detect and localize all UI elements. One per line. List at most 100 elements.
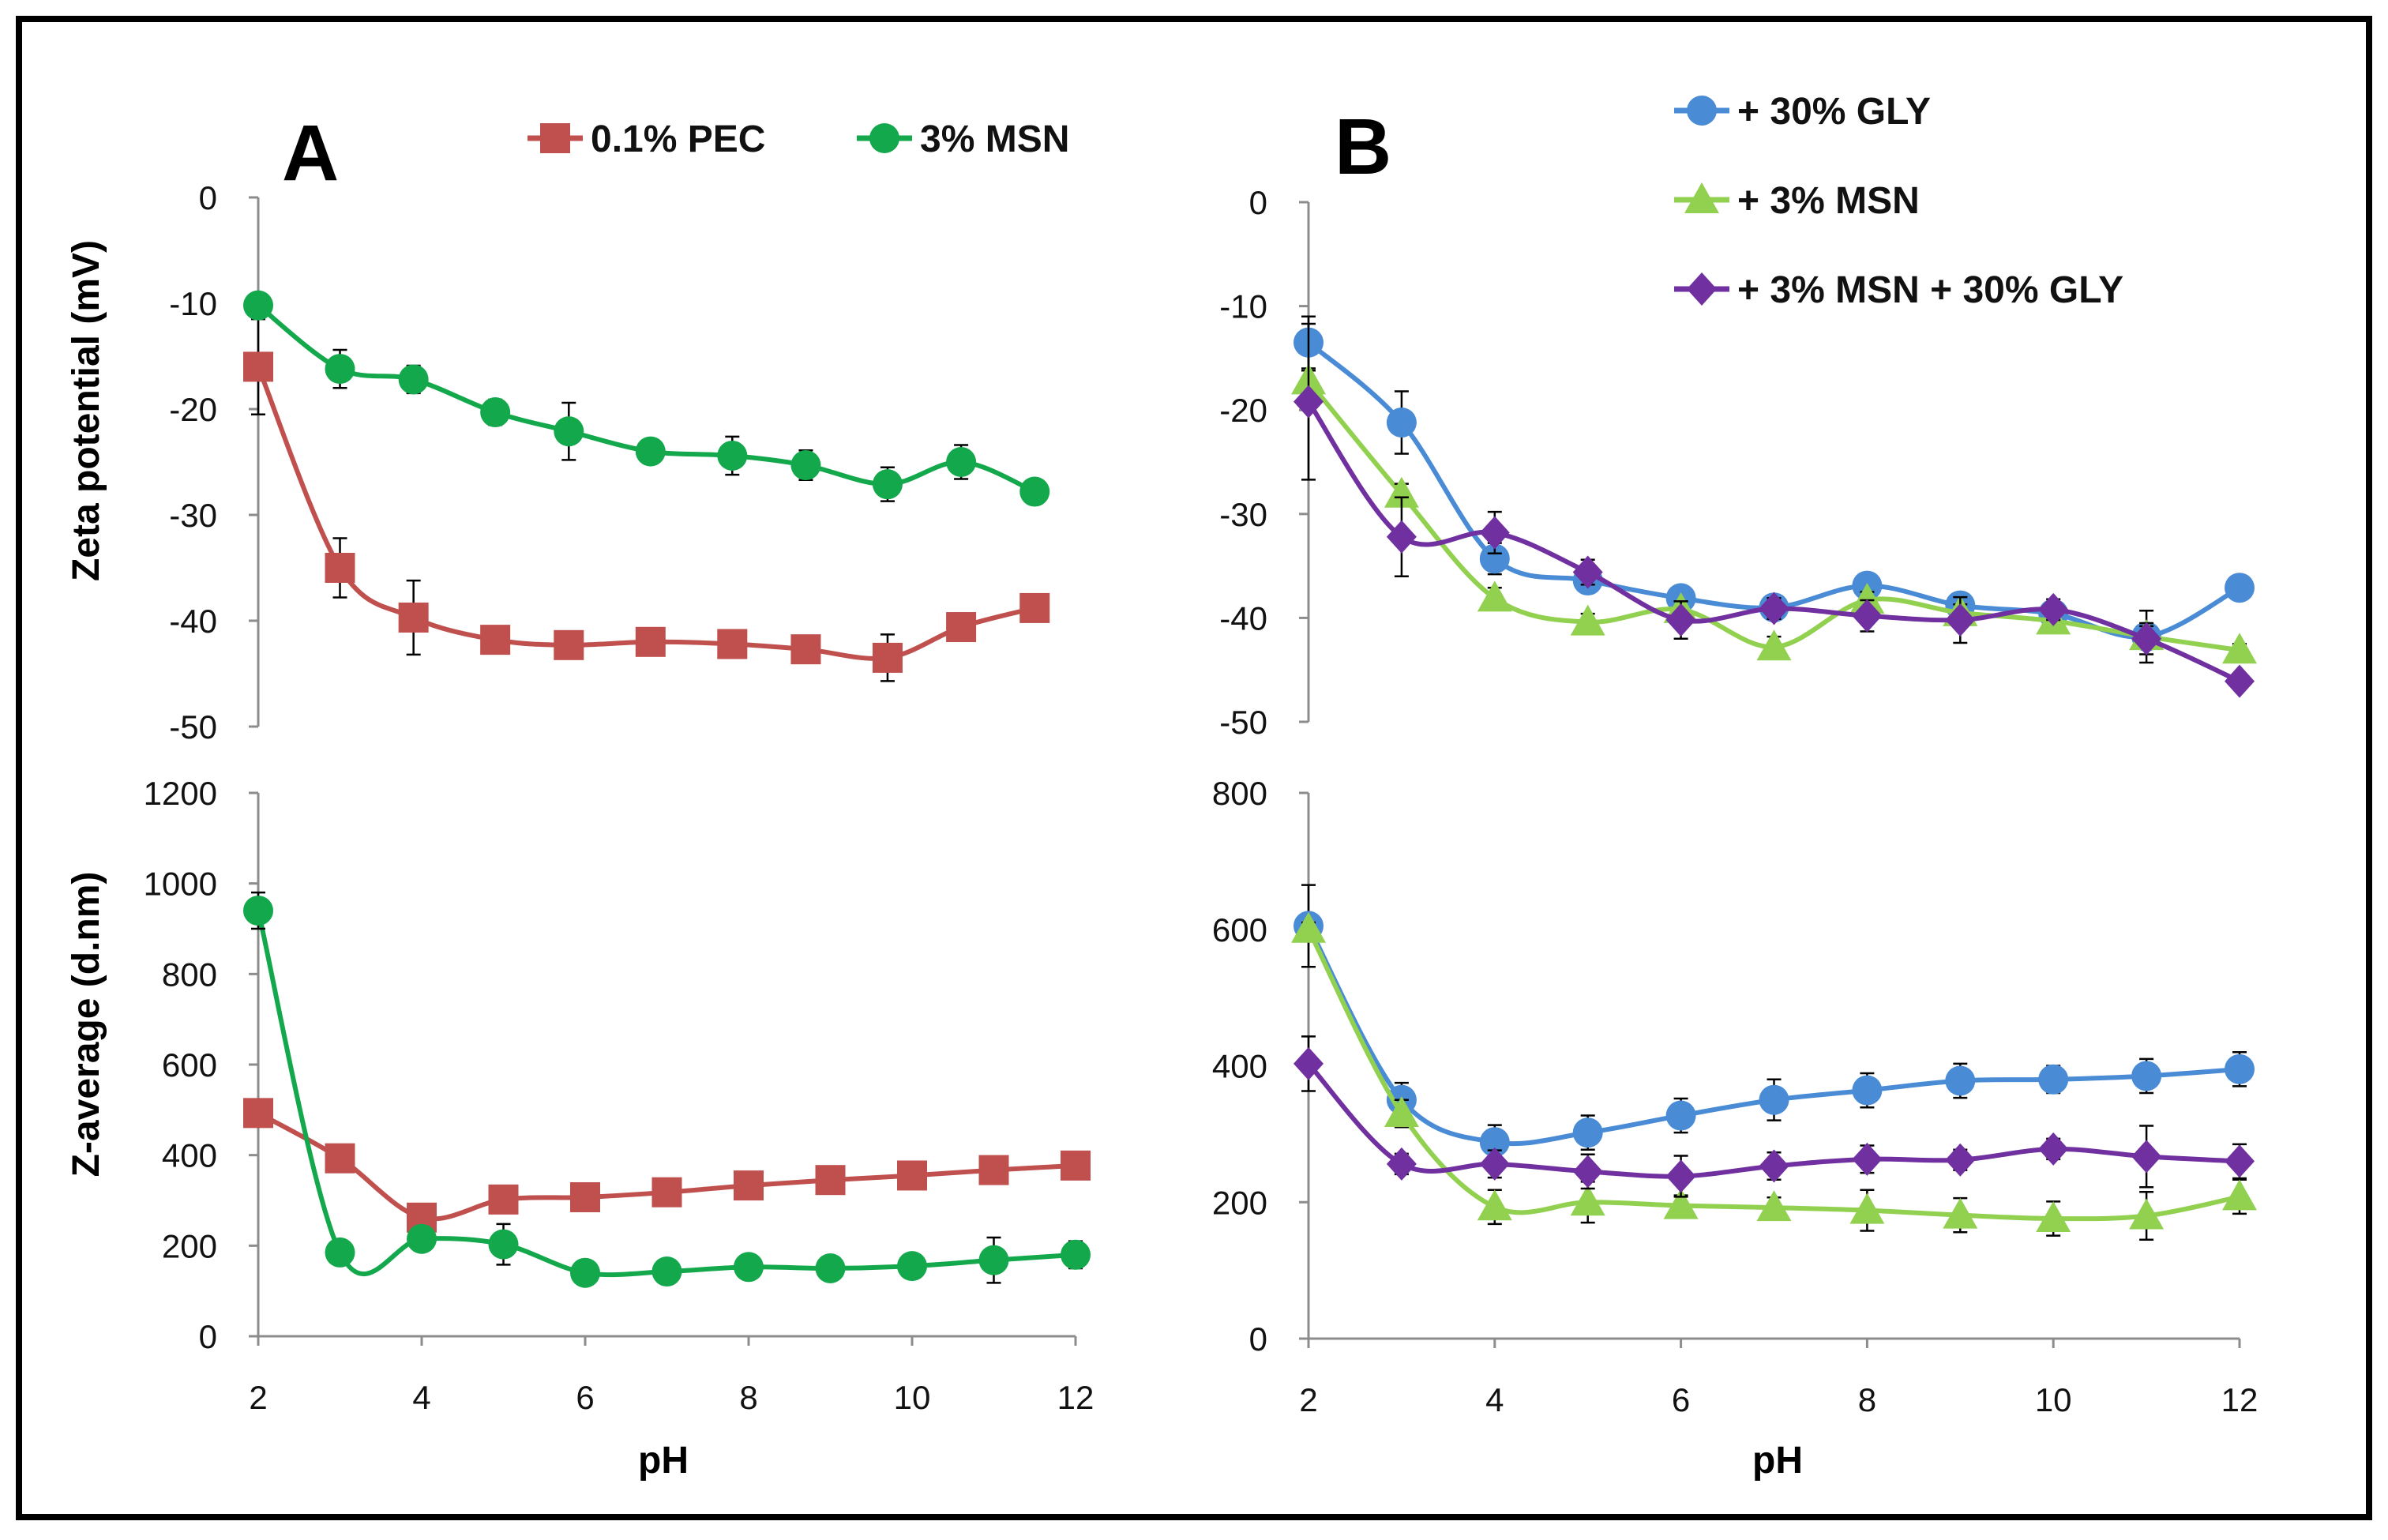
data-point — [1386, 407, 1417, 438]
data-point — [1479, 516, 1510, 550]
data-point — [946, 612, 977, 643]
x-tick-label: 10 — [2035, 1381, 2072, 1418]
y-tick-label: -50 — [169, 708, 217, 746]
y-tick-label: 600 — [1212, 911, 1267, 948]
data-point — [407, 1223, 437, 1254]
data-point — [1572, 1155, 1603, 1189]
data-point — [815, 1253, 846, 1283]
legend-marker — [540, 123, 570, 153]
data-point — [2131, 1061, 2162, 1091]
y-tick-label: 200 — [1212, 1184, 1267, 1221]
data-point — [480, 397, 511, 428]
series-0.1% PEC — [243, 317, 1050, 682]
y-tick-label: 400 — [1212, 1048, 1267, 1085]
data-point — [897, 1160, 927, 1191]
data-point — [243, 351, 273, 382]
legend-marker — [1684, 182, 1719, 213]
data-point — [734, 1252, 764, 1283]
y-tick-label: 800 — [1212, 775, 1267, 812]
data-point — [1572, 555, 1603, 589]
data-point — [570, 1181, 600, 1212]
data-point — [1756, 629, 1792, 661]
data-point — [1852, 599, 1883, 633]
y-tick-label: 0 — [199, 1318, 217, 1355]
y-tick-label: 600 — [162, 1046, 217, 1084]
y-tick-label: -10 — [169, 285, 217, 322]
data-point — [1665, 1159, 1696, 1193]
data-point — [325, 1237, 355, 1268]
x-axis-title-a: pH — [638, 1440, 689, 1482]
plot-A-zavg: 0 200 400 600 800 1000 1200 2 4 6 8 10 12 — [144, 775, 1094, 1416]
series-line — [1306, 400, 2241, 684]
data-point — [2036, 1200, 2071, 1232]
data-point — [1756, 1190, 1792, 1222]
y-tick-label: -30 — [1219, 496, 1267, 533]
data-point — [2225, 573, 2255, 603]
x-tick-label: 8 — [739, 1379, 757, 1416]
legend-label: + 3% MSN — [1737, 180, 1920, 222]
y-tick-label: 0 — [199, 179, 217, 216]
data-point — [1943, 1197, 1978, 1229]
data-point — [1663, 1188, 1699, 1219]
data-point — [2038, 1064, 2069, 1095]
data-point — [1386, 1147, 1417, 1181]
x-tick-label: 4 — [1485, 1381, 1504, 1418]
data-point — [1061, 1239, 1091, 1270]
x-axis-title-b: pH — [1752, 1440, 1803, 1482]
data-point — [1386, 520, 1417, 554]
data-point — [1849, 583, 1885, 614]
y-tick-label: 1200 — [144, 775, 217, 812]
data-point — [790, 634, 821, 665]
data-point — [554, 629, 584, 660]
data-point — [398, 364, 429, 395]
y-tick-label: 800 — [162, 956, 217, 993]
series-3% MSN — [243, 290, 1050, 507]
series-+ 3% MSN + 30% GLY — [1294, 322, 2255, 698]
data-point — [570, 1257, 600, 1288]
data-point — [1759, 1084, 1789, 1115]
legend-marker — [869, 123, 899, 153]
data-point — [946, 447, 977, 477]
data-point — [717, 629, 748, 659]
data-point — [978, 1155, 1009, 1185]
y-tick-label: -20 — [169, 391, 217, 428]
x-tick-label: 12 — [2221, 1381, 2258, 1418]
x-tick-label: 2 — [249, 1379, 267, 1416]
legends-layer: 0.1% PEC 3% MSN + 30% GLY + 3% MSN + 3% MSN … — [528, 91, 2123, 311]
data-point — [1759, 592, 1789, 625]
data-point — [1570, 1185, 1605, 1216]
data-point — [1852, 1075, 1883, 1106]
data-point — [398, 602, 429, 633]
data-point — [325, 1143, 355, 1174]
x-tick-label: 12 — [1057, 1379, 1094, 1416]
x-tick-label: 2 — [1299, 1381, 1317, 1418]
data-point — [243, 896, 273, 926]
legend-label: 0.1% PEC — [591, 118, 765, 160]
data-point — [1294, 1046, 1324, 1080]
data-point — [978, 1245, 1009, 1275]
y-axis-title-zavg: Z-average (d.nm) — [66, 872, 107, 1178]
series-+ 3% MSN + 30% GLY — [1294, 1035, 2255, 1198]
data-point — [1477, 580, 1512, 612]
y-tick-label: 400 — [162, 1137, 217, 1174]
y-tick-label: 0 — [1249, 1320, 1267, 1358]
data-point — [1570, 604, 1605, 636]
data-point — [1384, 476, 1419, 508]
y-tick-label: -30 — [169, 497, 217, 534]
data-point — [1019, 476, 1050, 507]
data-point — [1479, 543, 1510, 574]
data-point — [815, 1165, 846, 1196]
data-point — [2225, 664, 2255, 698]
series-+ 3% MSN — [1291, 911, 2257, 1241]
legend-item-A-1: 3% MSN — [857, 118, 1069, 160]
data-point — [635, 436, 666, 467]
series-line — [1306, 379, 2240, 653]
legend-item-B-0: + 30% GLY — [1674, 91, 1931, 133]
data-point — [872, 642, 903, 673]
data-point — [1477, 1189, 1512, 1221]
data-point — [2222, 1179, 2257, 1211]
data-point — [1759, 1149, 1789, 1183]
data-point — [488, 1184, 519, 1215]
